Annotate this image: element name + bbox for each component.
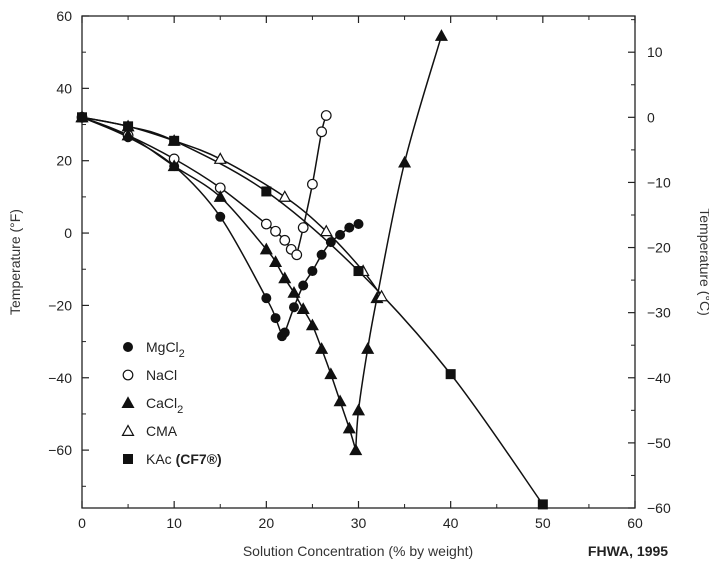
data-point-kac bbox=[445, 369, 456, 380]
x-tick-label: 50 bbox=[535, 515, 551, 531]
data-point-nacl bbox=[297, 222, 309, 234]
legend-label-cma: CMA bbox=[146, 423, 178, 439]
series-line-nacl-left bbox=[81, 116, 298, 256]
data-point-cacl bbox=[324, 367, 338, 380]
data-point-mgcl bbox=[316, 249, 327, 260]
y-axis-title: Temperature (°F) bbox=[7, 209, 23, 315]
series-line-kac bbox=[81, 116, 544, 505]
data-point-cacl bbox=[349, 443, 363, 456]
data-point-mgcl bbox=[261, 293, 272, 304]
data-point-cacl bbox=[278, 271, 292, 284]
x-axis-title: Solution Concentration (% by weight) bbox=[243, 543, 473, 559]
data-point-nacl bbox=[270, 225, 281, 237]
data-point-mgcl bbox=[288, 302, 299, 313]
x-tick-label: 40 bbox=[443, 515, 459, 531]
data-point-cacl bbox=[315, 342, 329, 354]
data-point-cacl bbox=[121, 128, 135, 141]
legend-label-kac: KAc (CF7®) bbox=[146, 451, 222, 467]
data-point-cacl bbox=[296, 302, 310, 315]
y-tick-label: −40 bbox=[48, 370, 72, 386]
legend: MgCl2 NaCl CaCl2 CMA KAc (CF7®) bbox=[121, 339, 222, 467]
data-point-cacl bbox=[361, 342, 375, 354]
data-point-mgcl bbox=[298, 280, 309, 291]
data-point-nacl bbox=[316, 126, 328, 138]
legend-marker-cacl bbox=[121, 396, 135, 408]
data-point-cacl bbox=[351, 403, 366, 416]
series-markers bbox=[75, 29, 548, 510]
y2-tick-label: −30 bbox=[647, 305, 671, 321]
legend-marker-kac bbox=[123, 454, 133, 464]
data-point-nacl bbox=[307, 178, 318, 190]
data-point-mgcl bbox=[307, 266, 318, 277]
legend-label-cacl: CaCl2 bbox=[146, 395, 183, 416]
data-point-cacl bbox=[167, 159, 181, 172]
data-point-mgcl bbox=[325, 237, 336, 248]
y2-tick-label: 10 bbox=[647, 44, 663, 60]
data-point-kac bbox=[353, 266, 364, 277]
data-point-mgcl bbox=[215, 211, 226, 222]
x-tick-label: 10 bbox=[166, 515, 182, 531]
y2-tick-label: 0 bbox=[647, 109, 655, 125]
x-tick-label: 30 bbox=[351, 515, 367, 531]
legend-marker-cma bbox=[121, 424, 135, 436]
data-point-nacl bbox=[260, 218, 272, 230]
y-tick-label: 20 bbox=[56, 153, 72, 169]
data-point-cacl bbox=[342, 421, 356, 434]
data-point-cacl bbox=[434, 29, 448, 41]
data-point-mgcl bbox=[344, 222, 355, 233]
data-point-kac bbox=[77, 112, 87, 123]
legend-marker-nacl bbox=[122, 369, 134, 381]
data-point-mgcl bbox=[335, 229, 346, 240]
y-tick-label: 40 bbox=[56, 80, 72, 96]
data-point-cacl bbox=[259, 242, 273, 255]
data-point-cacl bbox=[213, 190, 227, 202]
series-line-mgcl-left bbox=[81, 116, 283, 337]
y2-axis-title: Temperature (°C) bbox=[697, 208, 709, 316]
y-tick-label: −60 bbox=[48, 442, 72, 458]
data-point-mgcl bbox=[279, 327, 290, 338]
data-point-cma bbox=[375, 289, 389, 302]
series-line-mgcl-right bbox=[281, 223, 359, 337]
series-line-cacl-right bbox=[354, 35, 443, 451]
data-point-kac bbox=[261, 186, 272, 197]
y2-tick-label: −60 bbox=[647, 500, 671, 516]
y2-tick-label: −50 bbox=[647, 435, 671, 451]
legend-label-mgcl: MgCl2 bbox=[146, 339, 185, 360]
legend-marker-mgcl bbox=[123, 342, 133, 352]
data-point-nacl bbox=[291, 249, 303, 261]
y2-tick-label: −40 bbox=[647, 370, 671, 386]
x-tick-label: 60 bbox=[627, 515, 643, 531]
data-point-kac bbox=[537, 499, 548, 510]
data-point-cacl bbox=[333, 394, 347, 407]
data-point-nacl bbox=[279, 234, 291, 246]
y-tick-label: −20 bbox=[48, 297, 72, 313]
data-point-cma bbox=[278, 190, 292, 202]
y-tick-label: 60 bbox=[56, 8, 72, 24]
y2-tick-label: −10 bbox=[647, 174, 671, 190]
data-point-kac bbox=[169, 135, 180, 146]
data-point-mgcl bbox=[353, 219, 364, 230]
legend-label-nacl: NaCl bbox=[146, 367, 177, 383]
data-point-cma bbox=[213, 152, 227, 164]
data-point-nacl bbox=[320, 110, 332, 121]
x-tick-label: 0 bbox=[78, 515, 86, 531]
axis-ticks: 0 10 20 30 40 50 60−60−40−200204060−60−50−40−3… bbox=[48, 8, 671, 531]
data-point-cacl bbox=[269, 255, 283, 267]
series-line-cma bbox=[81, 116, 383, 297]
data-point-mgcl bbox=[270, 313, 281, 324]
data-point-kac bbox=[123, 121, 134, 132]
x-tick-label: 20 bbox=[259, 515, 275, 531]
y-tick-label: 0 bbox=[64, 225, 72, 241]
data-point-cacl bbox=[287, 286, 301, 298]
y2-tick-label: −20 bbox=[647, 240, 671, 256]
data-point-cma bbox=[319, 224, 333, 237]
source-label: FHWA, 1995 bbox=[588, 543, 668, 559]
data-point-cacl bbox=[398, 155, 412, 168]
data-point-cacl bbox=[305, 318, 319, 331]
series-line-cacl-left bbox=[81, 116, 357, 451]
